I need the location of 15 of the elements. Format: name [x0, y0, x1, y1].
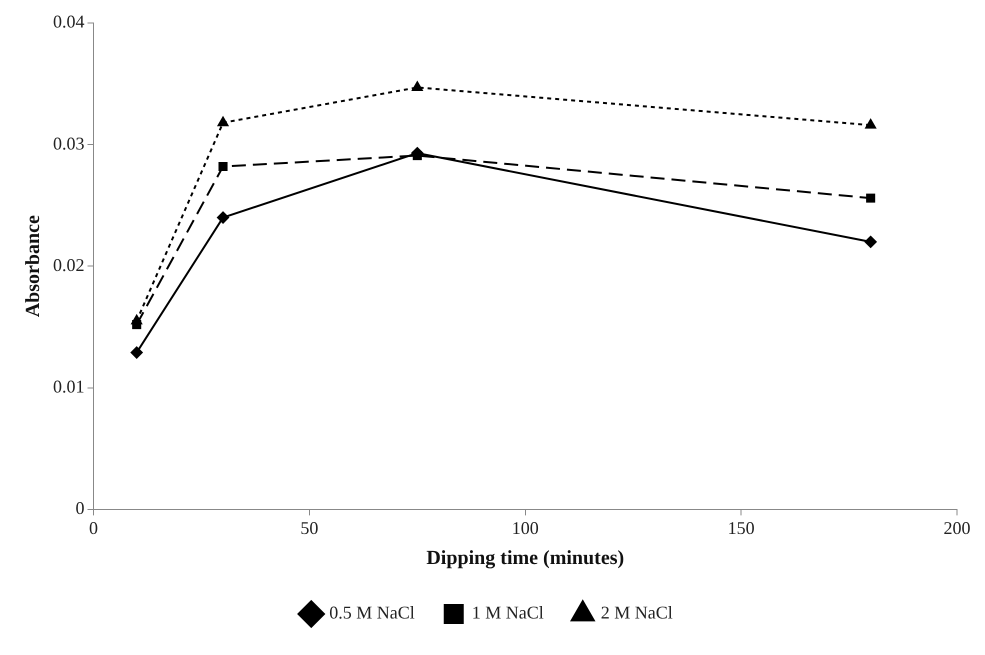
y-tick-label: 0 — [76, 498, 84, 518]
y-tick-label: 0.04 — [53, 12, 84, 32]
x-tick-label: 50 — [300, 518, 318, 538]
legend-label: 1 M NaCl — [472, 602, 544, 623]
x-axis-title: Dipping time (minutes) — [426, 547, 624, 570]
x-tick-label: 0 — [89, 518, 98, 538]
y-tick-label: 0.01 — [53, 376, 84, 397]
x-tick-label: 200 — [944, 518, 970, 538]
legend-label: 0.5 M NaCl — [329, 602, 415, 623]
y-axis-title: Absorbance — [22, 214, 44, 318]
y-tick-label: 0.03 — [53, 133, 84, 154]
x-tick-label: 150 — [728, 518, 755, 538]
legend-label: 2 M NaCl — [600, 602, 673, 623]
x-tick-label: 100 — [512, 518, 539, 538]
y-tick-label: 0.02 — [53, 254, 84, 275]
